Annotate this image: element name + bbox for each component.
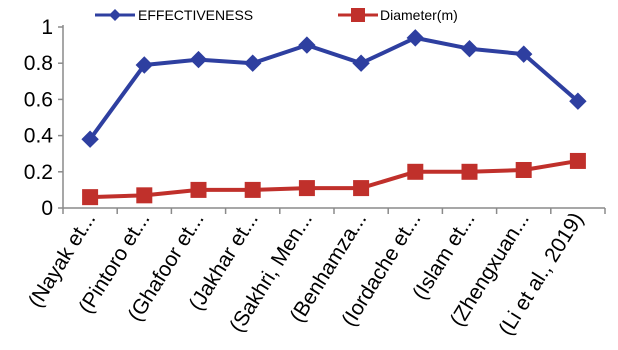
- legend: EFFECTIVENESS Diameter(m): [95, 7, 458, 23]
- data-point-diamond: [569, 92, 587, 110]
- y-tick-label: 0.4: [24, 125, 54, 148]
- y-tick-label: 0.8: [24, 52, 53, 75]
- data-point-square: [82, 189, 99, 206]
- y-tick-label: 0.6: [24, 88, 53, 111]
- series-layer: [81, 29, 587, 206]
- data-point-square: [136, 187, 153, 204]
- data-point-diamond: [81, 130, 99, 148]
- data-point-square: [244, 181, 261, 198]
- data-point-diamond: [406, 29, 425, 47]
- legend-label: EFFECTIVENESS: [138, 7, 253, 23]
- data-point-diamond: [514, 45, 533, 63]
- x-axis-ticks: (Nayak et...(Pintoro et...(Ghafoor et...…: [24, 208, 606, 339]
- series-line: [90, 158, 579, 200]
- data-point-square: [353, 180, 370, 197]
- y-tick-label: 0: [41, 197, 53, 220]
- series-1: [81, 29, 587, 148]
- legend-item: EFFECTIVENESS: [95, 7, 253, 23]
- series-2: [82, 152, 586, 206]
- data-point-diamond: [189, 50, 208, 69]
- data-point-square: [298, 180, 315, 197]
- data-point-square: [461, 163, 478, 180]
- series-line: [88, 35, 580, 141]
- legend-item: Diameter(m): [338, 7, 458, 23]
- y-tick-label: 0.2: [24, 161, 53, 184]
- legend-label: Diameter(m): [380, 7, 458, 23]
- y-axis-ticks: 0 0.2 0.4 0.6 0.8 1: [24, 16, 63, 220]
- data-point-diamond: [460, 40, 479, 58]
- data-point-square: [407, 163, 424, 180]
- data-point-square: [569, 152, 586, 169]
- y-tick-label: 1: [41, 16, 53, 39]
- data-point-diamond: [352, 54, 370, 72]
- data-point-diamond: [135, 56, 154, 74]
- legend-marker-diamond: [109, 9, 121, 21]
- data-point-diamond: [243, 54, 262, 72]
- data-point-square: [190, 181, 207, 198]
- legend-marker-square: [351, 8, 365, 22]
- data-point-diamond: [298, 36, 316, 54]
- data-point-square: [515, 161, 532, 178]
